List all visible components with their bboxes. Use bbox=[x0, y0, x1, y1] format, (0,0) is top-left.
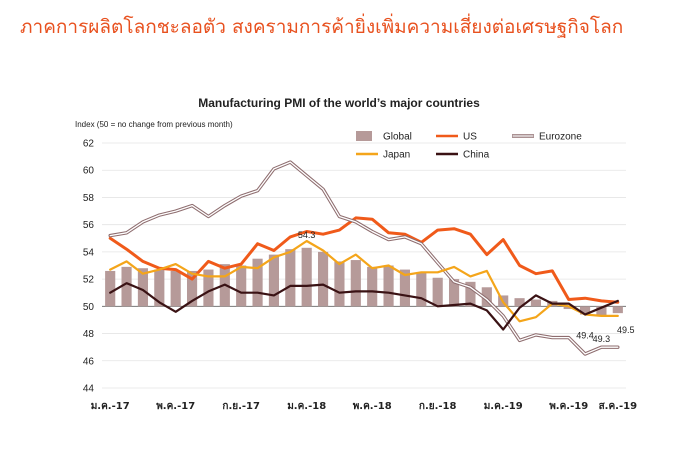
y-tick-label: 60 bbox=[83, 166, 95, 177]
bar-global bbox=[203, 269, 214, 307]
legend-swatch-global bbox=[356, 131, 372, 141]
line-japan bbox=[109, 239, 619, 323]
bar-global bbox=[105, 270, 116, 307]
data-label: 49.3 bbox=[593, 334, 611, 344]
data-label: 49.4 bbox=[576, 331, 594, 341]
y-tick-label: 44 bbox=[83, 384, 95, 395]
bar-global bbox=[301, 247, 312, 307]
bar-global bbox=[170, 270, 181, 307]
x-tick-label: ส.ค.-19 bbox=[599, 401, 637, 412]
legend-label-global: Global bbox=[383, 132, 412, 143]
chart-title: Manufacturing PMI of the world’s major c… bbox=[198, 96, 480, 110]
y-tick-label: 46 bbox=[83, 356, 95, 367]
page-headline: ภาคการผลิตโลกชะลอตัว สงครามการค้ายิ่งเพิ… bbox=[20, 16, 624, 38]
y-tick-label: 48 bbox=[83, 329, 95, 340]
bar-global bbox=[285, 249, 296, 307]
bar-global bbox=[530, 299, 542, 307]
bar-global bbox=[465, 281, 476, 307]
y-tick-label: 62 bbox=[83, 139, 95, 150]
bar-global bbox=[399, 269, 411, 307]
bar-global bbox=[514, 298, 525, 307]
y-tick-label: 52 bbox=[83, 275, 95, 286]
x-tick-label: พ.ค.-18 bbox=[353, 401, 392, 412]
legend-label-us: US bbox=[463, 132, 477, 143]
bar-global bbox=[236, 265, 247, 307]
bar-global bbox=[154, 269, 165, 307]
line-eurozone-outline bbox=[108, 160, 620, 356]
legend-label-eurozone: Eurozone bbox=[539, 132, 582, 143]
line-china bbox=[109, 282, 619, 331]
y-tick-label: 54 bbox=[83, 247, 95, 258]
label-layer: 54.3 49.449.3 49.5 bbox=[298, 230, 635, 344]
line-layer bbox=[108, 160, 620, 356]
legend-label-china: China bbox=[463, 150, 490, 161]
y-tick-label: 56 bbox=[83, 220, 95, 231]
bar-global bbox=[268, 254, 280, 307]
grid-layer bbox=[102, 142, 626, 389]
bar-layer bbox=[105, 247, 623, 316]
bar-global bbox=[481, 287, 492, 307]
data-label: 49.5 bbox=[617, 325, 635, 335]
line-us bbox=[108, 216, 620, 304]
bar-global bbox=[252, 258, 263, 307]
x-tick-label: พ.ค.-17 bbox=[156, 401, 195, 412]
x-tick-label: ก.ย.-18 bbox=[419, 401, 457, 412]
bar-global bbox=[432, 277, 443, 307]
axis-layer: 44 46 48 50 52 54 56 58 60 62 Index (50 = no chang… bbox=[75, 120, 637, 412]
x-tick-label: พ.ค.-19 bbox=[549, 401, 588, 412]
bar-global bbox=[121, 266, 132, 307]
bar-global bbox=[612, 306, 623, 314]
bar-global bbox=[448, 279, 460, 307]
bar-global bbox=[579, 306, 591, 315]
line-eurozone bbox=[109, 161, 619, 355]
x-tick-label: ม.ค.-18 bbox=[287, 401, 326, 412]
bar-global bbox=[334, 261, 345, 307]
bar-global bbox=[367, 266, 378, 307]
data-label: 54.3 bbox=[298, 230, 316, 240]
x-tick-label: ม.ค.-17 bbox=[91, 401, 130, 412]
bar-global bbox=[563, 306, 574, 310]
bar-global bbox=[416, 272, 427, 307]
x-tick-label: ม.ค.-19 bbox=[484, 401, 523, 412]
legend-label-japan: Japan bbox=[383, 150, 410, 161]
y-tick-label: 50 bbox=[83, 302, 95, 313]
bar-global bbox=[137, 268, 149, 307]
legend: Global US Eurozone Japan China bbox=[356, 131, 582, 161]
bar-global bbox=[186, 270, 198, 307]
bar-global bbox=[317, 251, 329, 307]
y-tick-label: 58 bbox=[83, 193, 95, 204]
bar-global bbox=[596, 306, 607, 316]
bar-global bbox=[383, 265, 394, 307]
y-axis-label: Index (50 = no change from previous mont… bbox=[75, 120, 233, 129]
x-tick-label: ก.ย.-17 bbox=[222, 401, 260, 412]
bar-global bbox=[350, 260, 361, 307]
